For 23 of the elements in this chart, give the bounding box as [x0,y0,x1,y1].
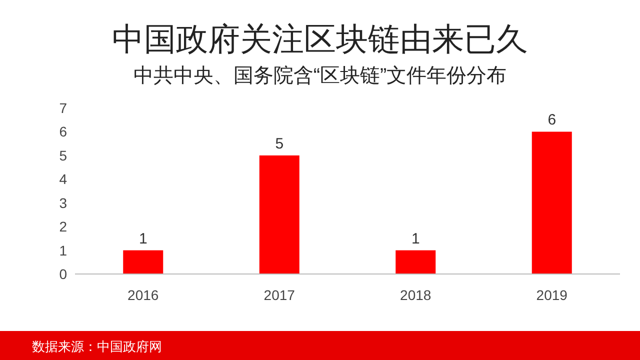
bar [532,132,572,274]
y-tick-label: 4 [59,171,68,188]
data-label: 5 [275,135,284,152]
bar [396,250,436,274]
y-tick-label: 1 [59,242,68,258]
data-label: 6 [548,112,556,129]
chart-subtitle: 中共中央、国务院含“区块链”文件年份分布 [133,65,507,87]
y-tick-label: 3 [59,194,68,211]
source-note: 数据来源：中国政府网 [32,339,162,354]
y-tick-label: 6 [59,124,68,140]
y-tick-label: 5 [59,147,68,164]
y-tick-label: 2 [59,218,68,235]
chart-title: 中国政府关注区块链由来已久 [112,21,528,57]
bar [259,155,300,274]
x-tick-label: 2016 [128,287,159,303]
y-tick-label: 7 [59,100,68,116]
bar [123,250,164,274]
x-tick-label: 2017 [264,287,296,303]
x-tick-label: 2019 [536,287,568,303]
x-tick-label: 2018 [400,287,432,303]
data-label: 1 [138,230,148,248]
y-tick-label: 0 [59,266,68,282]
data-label: 1 [411,230,420,248]
